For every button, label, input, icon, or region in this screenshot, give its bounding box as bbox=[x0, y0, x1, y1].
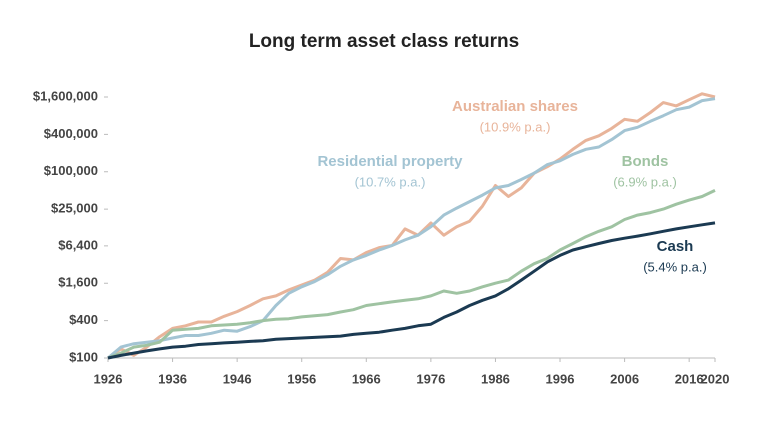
y-tick-label: $1,600 bbox=[58, 275, 98, 290]
x-tick-label: 2006 bbox=[610, 371, 639, 386]
series-label: Residential property bbox=[317, 153, 463, 170]
x-tick-label: 1926 bbox=[94, 371, 123, 386]
series-line bbox=[107, 189, 716, 360]
y-tick-label: $1,600,000 bbox=[33, 88, 98, 103]
series-note: (10.9% p.a.) bbox=[480, 119, 551, 134]
series-note: (5.4% p.a.) bbox=[643, 259, 707, 274]
series-line bbox=[107, 92, 716, 360]
y-tick-label: $6,400 bbox=[58, 237, 98, 252]
x-tick-label: 2020 bbox=[701, 371, 730, 386]
series-line bbox=[107, 221, 716, 360]
y-tick-label: $100 bbox=[69, 349, 98, 364]
x-tick-label: 1946 bbox=[223, 371, 252, 386]
x-tick-label: 1986 bbox=[481, 371, 510, 386]
series-label: Bonds bbox=[622, 153, 669, 170]
y-tick-label: $400,000 bbox=[44, 126, 98, 141]
x-tick-label: 1996 bbox=[546, 371, 575, 386]
y-tick-label: $25,000 bbox=[51, 201, 98, 216]
y-tick-label: $400 bbox=[69, 312, 98, 327]
x-tick-label: 1976 bbox=[416, 371, 445, 386]
series-line bbox=[107, 97, 716, 360]
series-label: Australian shares bbox=[452, 98, 578, 115]
series-note: (10.7% p.a.) bbox=[355, 174, 426, 189]
series-label: Cash bbox=[657, 238, 694, 255]
x-tick-label: 1966 bbox=[352, 371, 381, 386]
chart-title: Long term asset class returns bbox=[249, 31, 519, 52]
x-tick-label: 1936 bbox=[158, 371, 187, 386]
x-tick-label: 2016 bbox=[675, 371, 704, 386]
y-tick-label: $100,000 bbox=[44, 163, 98, 178]
x-tick-label: 1956 bbox=[287, 371, 316, 386]
series-note: (6.9% p.a.) bbox=[613, 174, 677, 189]
